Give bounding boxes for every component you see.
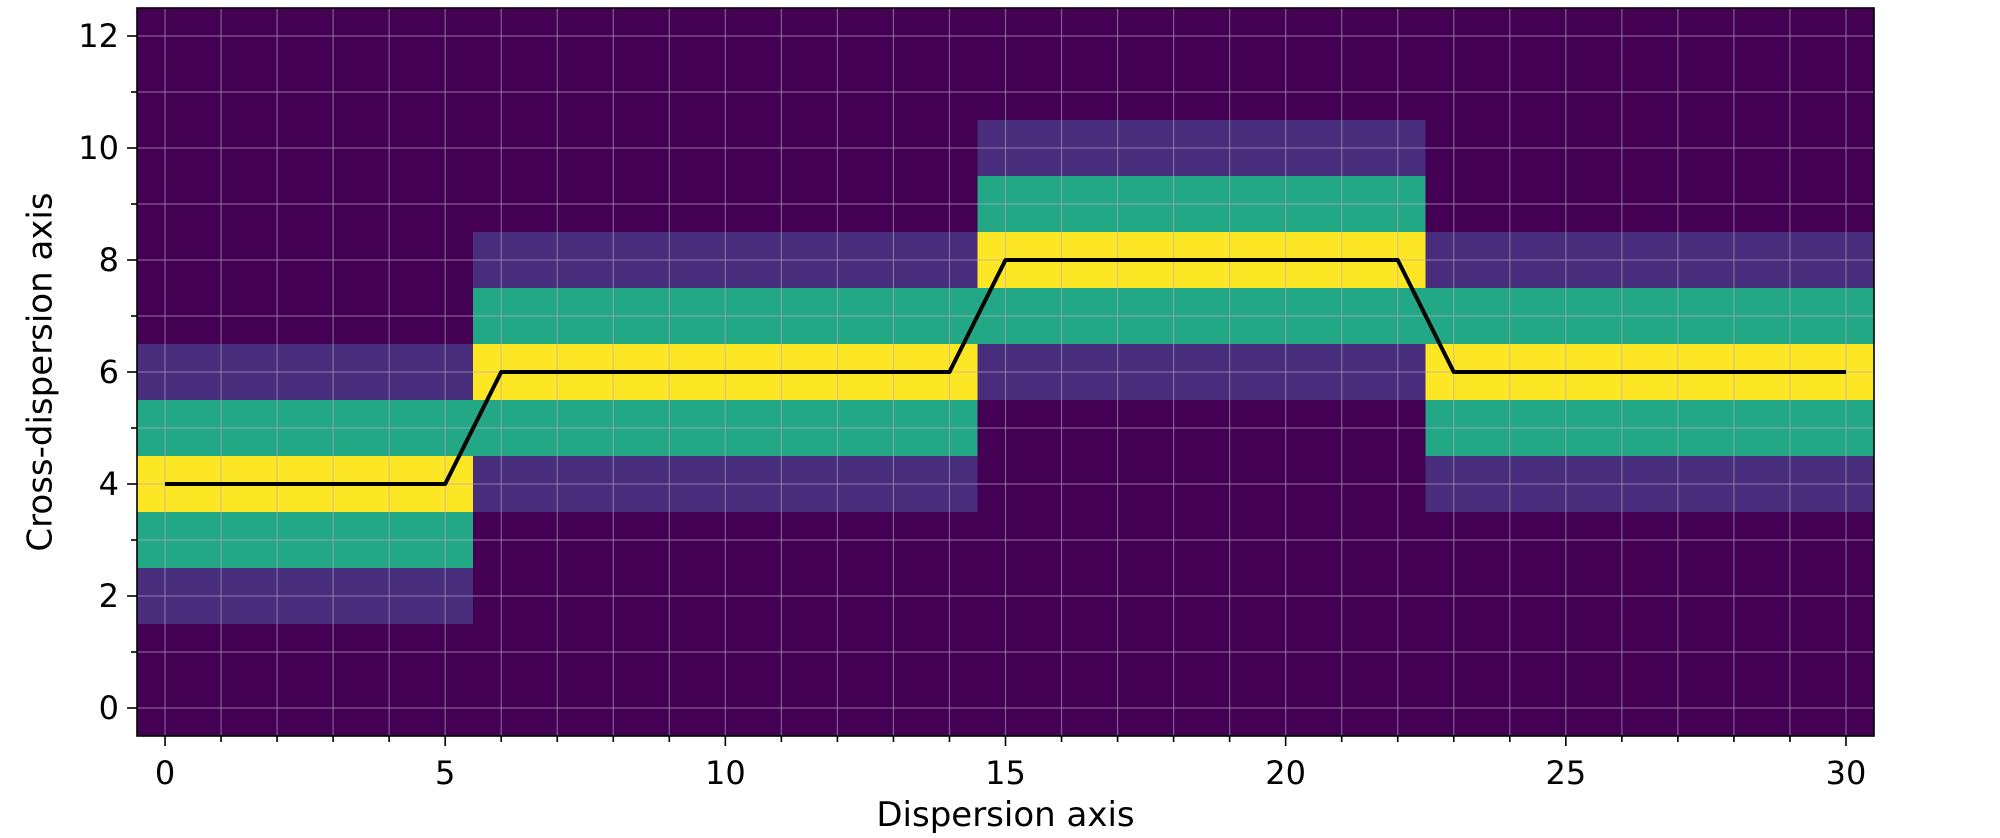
y-tick-label: 12 bbox=[78, 17, 119, 55]
x-tick-label: 25 bbox=[1545, 754, 1586, 792]
y-tick-label: 8 bbox=[99, 241, 119, 279]
y-tick-label: 2 bbox=[99, 577, 119, 615]
x-tick-label: 10 bbox=[705, 754, 746, 792]
y-tick-label: 10 bbox=[78, 129, 119, 167]
x-tick-label: 5 bbox=[435, 754, 455, 792]
x-tick-label: 0 bbox=[155, 754, 175, 792]
grid-lines bbox=[137, 8, 1874, 736]
trace-line bbox=[165, 258, 1846, 486]
axis-ticks: 0 5 10 15 20 25 30 0 2 4 6 8 10 12 bbox=[78, 17, 1866, 792]
trace-layer bbox=[165, 258, 1846, 486]
x-axis-label: Dispersion axis bbox=[876, 795, 1134, 835]
y-tick-label: 0 bbox=[99, 689, 119, 727]
x-tick-label: 15 bbox=[985, 754, 1026, 792]
y-axis-label: Cross-dispersion axis bbox=[21, 192, 61, 551]
x-tick-label: 30 bbox=[1826, 754, 1867, 792]
y-tick-label: 6 bbox=[99, 353, 119, 391]
y-tick-label: 4 bbox=[99, 465, 119, 503]
x-tick-label: 20 bbox=[1265, 754, 1306, 792]
